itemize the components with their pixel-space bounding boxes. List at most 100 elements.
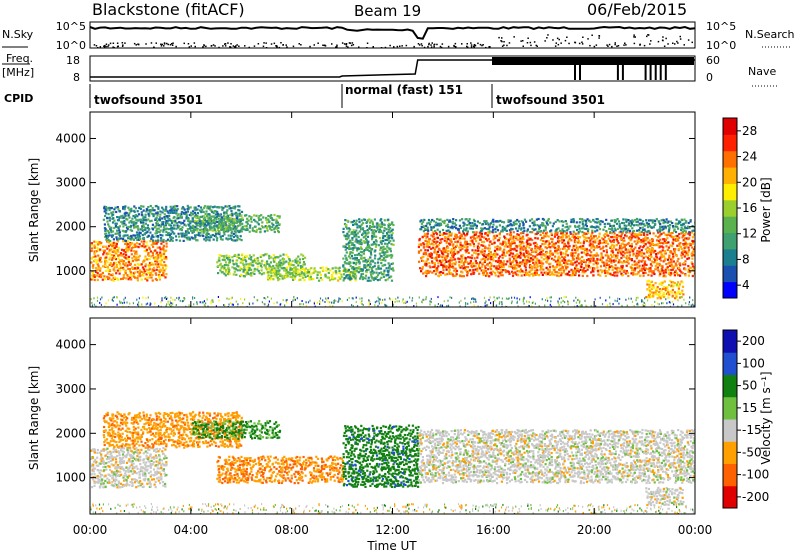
heatmap-cell (543, 271, 546, 274)
heatmap-cell (256, 265, 259, 268)
heatmap-cell (568, 270, 571, 273)
heatmap-cell (124, 242, 127, 245)
heatmap-cell (316, 271, 319, 274)
heatmap-cell (536, 264, 539, 267)
heatmap-cell (663, 259, 666, 262)
heatmap-cell (239, 235, 242, 238)
heatmap-cell (639, 252, 642, 255)
heatmap-cell (513, 268, 516, 271)
heatmap-cell (611, 228, 614, 231)
heatmap-cell (104, 214, 107, 218)
heatmap-cell (118, 262, 121, 265)
heatmap-cell (442, 247, 446, 250)
heatmap-cell (522, 242, 525, 245)
heatmap-cell (225, 230, 229, 233)
heatmap-cell (495, 234, 499, 237)
heatmap-cell (202, 210, 205, 214)
heatmap-cell (196, 208, 199, 211)
heatmap-cell (216, 237, 219, 240)
heatmap-cell (468, 218, 471, 221)
heatmap-cell (390, 222, 393, 225)
heatmap-cell (556, 252, 559, 255)
heatmap-cell (572, 258, 575, 261)
heatmap-cell (461, 247, 464, 250)
heatmap-cell (354, 273, 357, 276)
heatmap-cell (128, 268, 131, 271)
heatmap-cell (158, 275, 161, 278)
heatmap-cell (130, 207, 133, 210)
heatmap-cell (653, 257, 656, 260)
heatmap-cell (300, 271, 303, 274)
heatmap-cell (439, 232, 442, 235)
heatmap-cell (369, 279, 372, 282)
heatmap-cell (332, 271, 335, 274)
heatmap-cell (426, 258, 430, 261)
heatmap-cell (682, 249, 686, 252)
heatmap-cell (551, 244, 554, 247)
heatmap-cell (451, 254, 454, 257)
nsearch-dot (275, 45, 278, 47)
heatmap-cell (137, 258, 140, 261)
heatmap-cell (585, 239, 588, 243)
nsearch-dot (501, 45, 504, 47)
nsearch-dot (556, 37, 559, 40)
nsearch-dot (500, 40, 502, 42)
heatmap-cell (569, 225, 572, 228)
heatmap-cell (92, 264, 95, 267)
heatmap-cell (601, 256, 605, 259)
heatmap-cell (474, 249, 477, 252)
heatmap-cell (476, 245, 479, 248)
heatmap-cell (191, 226, 194, 229)
heatmap-cell (213, 227, 216, 230)
heatmap-cell (580, 263, 583, 266)
heatmap-cell (538, 259, 541, 262)
heatmap-cell (542, 253, 545, 256)
heatmap-cell (442, 249, 445, 252)
heatmap-cell (682, 262, 685, 265)
heatmap-cell (432, 243, 435, 246)
heatmap-cell (291, 268, 294, 271)
heatmap-cell (512, 260, 515, 263)
heatmap-cell (107, 234, 110, 237)
heatmap-cell (167, 231, 170, 235)
heatmap-cell (378, 223, 381, 226)
heatmap-cell (231, 256, 234, 259)
heatmap-cell (574, 248, 577, 251)
heatmap-cell (136, 277, 139, 280)
nsearch-dot (501, 40, 503, 43)
heatmap-cell (113, 269, 116, 272)
heatmap-cell (95, 250, 98, 253)
heatmap-cell (591, 254, 594, 257)
heatmap-cell (233, 218, 236, 221)
heatmap-cell (533, 220, 536, 223)
heatmap-cell (388, 222, 391, 225)
heatmap-cell (179, 216, 182, 219)
heatmap-cell (576, 249, 579, 252)
heatmap-cell (635, 217, 638, 221)
heatmap-cell (276, 266, 279, 269)
heatmap-cell (614, 271, 617, 274)
heatmap-cell (576, 256, 579, 259)
nsearch-dot (455, 46, 457, 48)
heatmap-cell (627, 219, 630, 222)
nsearch-dot (214, 45, 216, 47)
heatmap-cell (615, 254, 618, 257)
heatmap-cell (659, 225, 662, 228)
heatmap-cell (434, 267, 437, 270)
heatmap-cell (463, 245, 466, 248)
nsearch-dot (566, 36, 568, 38)
heatmap-cell (160, 223, 163, 226)
heatmap-cell (174, 221, 177, 224)
heatmap-cell (472, 268, 475, 272)
heatmap-cell (110, 226, 113, 229)
heatmap-cell (175, 217, 178, 220)
heatmap-cell (648, 267, 651, 270)
heatmap-cell (491, 242, 494, 245)
heatmap-cell (116, 238, 119, 241)
heatmap-cell (554, 255, 557, 258)
heatmap-cell (598, 228, 602, 231)
heatmap-cell (667, 230, 670, 233)
heatmap-cell (639, 245, 642, 248)
heatmap-cell (114, 232, 117, 235)
heatmap-cell (218, 206, 221, 209)
